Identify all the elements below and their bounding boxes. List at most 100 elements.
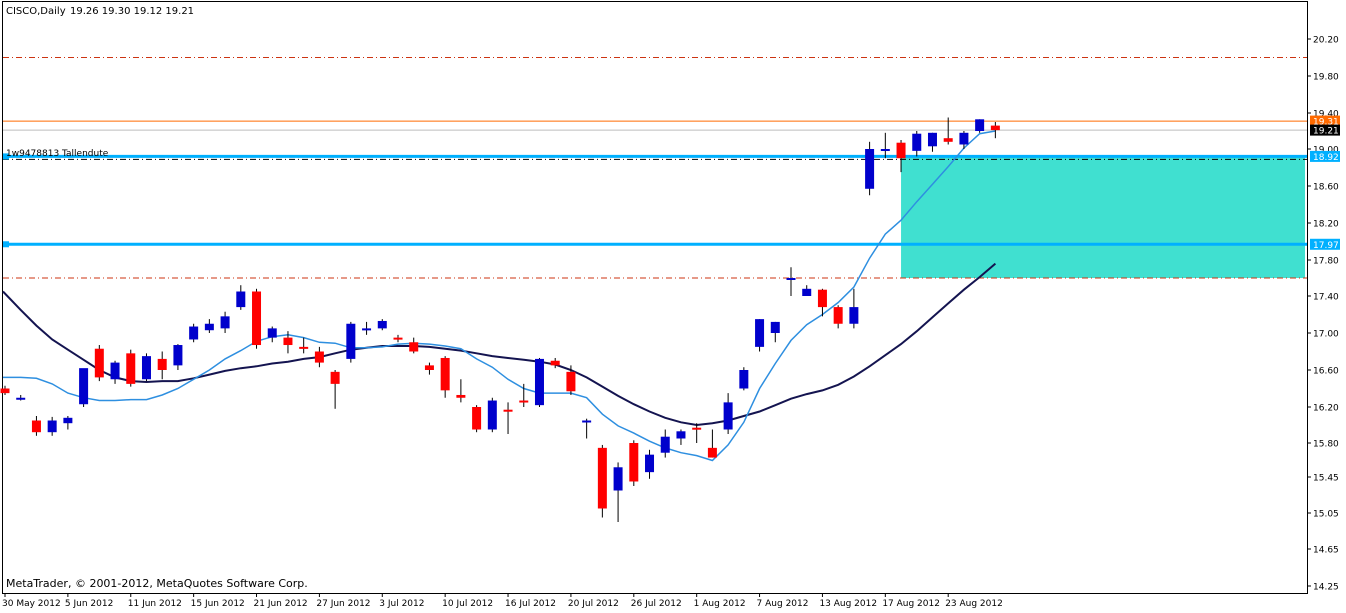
plot-area-border [2,1,1308,594]
candle-body [440,357,450,391]
candle-body [645,454,655,473]
candle [582,418,592,439]
x-tick-label: 5 Jun 2012 [65,599,113,609]
candle [943,117,953,145]
candle-body [47,420,57,433]
candle-body [79,368,89,405]
candle-body [503,409,513,412]
candle [456,379,466,403]
candle-body [362,328,372,331]
candle [817,288,827,317]
candle-body [487,400,497,430]
candle-body [755,319,765,347]
x-tick-label: 30 May 2012 [2,599,61,609]
candle-body [456,394,466,398]
x-tick-label: 10 Jul 2012 [442,599,493,609]
upper-resistance-price-label-bg [1310,150,1340,162]
y-tick-label: 16.20 [1313,404,1339,414]
candle-body [566,371,576,392]
candle [346,321,356,363]
candle-body [0,388,10,394]
y-tick-label: 18.60 [1313,183,1339,193]
candle-body [786,278,796,280]
candle [503,402,513,434]
candle-body [220,316,230,329]
y-tick-label: 17.00 [1313,330,1339,340]
candle-body [660,436,670,453]
candle-body [739,370,749,389]
x-tick-label: 27 Jun 2012 [316,599,370,609]
candle [660,429,670,458]
candle-body [94,348,104,378]
y-tick-label: 15.05 [1313,510,1339,520]
candle [189,323,199,343]
candle [707,429,717,458]
candle [236,285,246,310]
current-price-label-bg [1310,124,1340,136]
candle-body [582,420,592,423]
candle [629,440,639,486]
candle-body [173,345,183,366]
candle [377,319,387,331]
y-tick-label: 15.45 [1313,474,1339,484]
candle [833,305,843,329]
candle [330,370,340,409]
orange-price-label: 19.31 [1313,118,1339,128]
candle [314,346,324,368]
candle-body [110,362,120,380]
candle [880,132,890,159]
candle-body [723,402,733,430]
candle [94,345,104,382]
candle-body [990,125,1000,131]
lower-resistance-price-label-bg [1310,238,1340,250]
candle-body [865,149,875,189]
candle [0,385,10,395]
orange-price-label-bg [1310,115,1340,127]
candle-body [707,447,717,458]
candle [126,349,136,387]
candle-body [943,138,953,142]
candle [487,397,497,433]
candle-body [597,447,607,509]
candle [990,122,1000,139]
candle [267,326,277,343]
candle-body [613,467,623,491]
candle-body [126,353,136,384]
candle-body [676,431,686,439]
chart-title: CISCO,Daily [6,6,66,17]
ohlc-readout: 19.26 19.30 19.12 19.21 [70,6,194,17]
candle-body [141,356,151,380]
candle-body [267,328,277,338]
candle [645,449,655,479]
candle-body [189,326,199,340]
candle [912,131,922,157]
zone-rectangle [901,156,1305,278]
candle-body [472,407,482,430]
candle-body [927,132,937,147]
candle [550,357,560,369]
y-tick-label: 20.20 [1313,36,1339,46]
lower-resistance-handle [3,241,9,248]
candle-body [629,443,639,482]
candle-body [204,323,214,331]
candle [472,405,482,433]
x-tick-label: 16 Jul 2012 [505,599,556,609]
candle-body [283,337,293,346]
trendline-label: 1w9478813 Tallendute [6,149,109,159]
slow-moving-average [2,262,997,427]
candle-body [802,288,812,296]
candle-body [63,417,73,424]
candle-body [833,307,843,324]
candle-body [849,307,859,324]
candle-body [880,149,890,151]
candle-body [534,358,544,406]
x-tick-label: 15 Jun 2012 [191,599,245,609]
x-tick-label: 20 Jul 2012 [568,599,619,609]
x-tick-label: 23 Aug 2012 [945,599,1003,609]
candle [220,311,230,333]
upper-resistance-price-label: 18.92 [1313,153,1339,163]
candle [566,365,576,395]
candle [47,416,57,436]
